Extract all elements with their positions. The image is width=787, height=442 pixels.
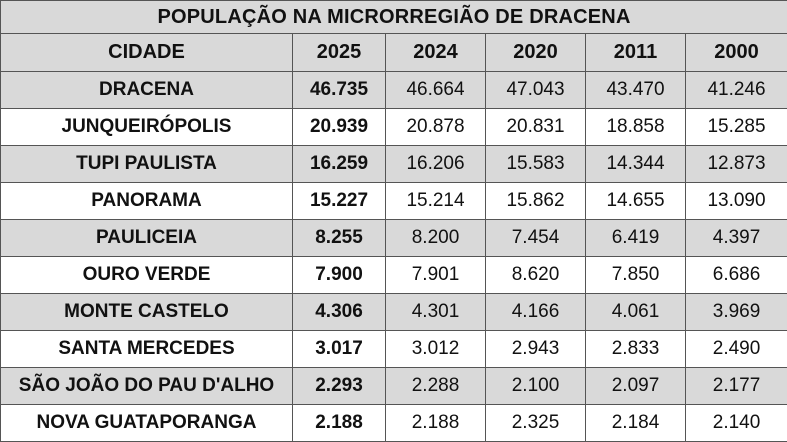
population-cell-2011: 6.419: [586, 220, 686, 257]
table-title: POPULAÇÃO NA MICRORREGIÃO DE DRACENA: [1, 1, 787, 34]
city-name-cell: DRACENA: [1, 72, 293, 109]
population-cell-2000: 6.686: [686, 257, 787, 294]
city-name-cell: PAULICEIA: [1, 220, 293, 257]
population-cell-2011: 2.833: [586, 331, 686, 368]
population-cell-2025: 4.306: [293, 294, 386, 331]
population-cell-2025: 2.293: [293, 368, 386, 405]
population-cell-2000: 3.969: [686, 294, 787, 331]
city-name-cell: JUNQUEIRÓPOLIS: [1, 109, 293, 146]
city-name-cell: SÃO JOÃO DO PAU D'ALHO: [1, 368, 293, 405]
population-cell-2011: 14.655: [586, 183, 686, 220]
population-cell-2020: 15.862: [486, 183, 586, 220]
city-name-cell: SANTA MERCEDES: [1, 331, 293, 368]
population-cell-2000: 12.873: [686, 146, 787, 183]
population-cell-2020: 4.166: [486, 294, 586, 331]
population-cell-2024: 2.188: [386, 405, 486, 442]
population-cell-2020: 2.325: [486, 405, 586, 442]
title-row: POPULAÇÃO NA MICRORREGIÃO DE DRACENA: [1, 1, 787, 34]
population-cell-2011: 2.097: [586, 368, 686, 405]
population-cell-2000: 15.285: [686, 109, 787, 146]
population-cell-2024: 2.288: [386, 368, 486, 405]
column-header-cidade: CIDADE: [1, 34, 293, 72]
population-cell-2024: 15.214: [386, 183, 486, 220]
population-cell-2000: 41.246: [686, 72, 787, 109]
city-name-cell: TUPI PAULISTA: [1, 146, 293, 183]
population-cell-2025: 16.259: [293, 146, 386, 183]
city-name-cell: OURO VERDE: [1, 257, 293, 294]
city-name-cell: MONTE CASTELO: [1, 294, 293, 331]
population-cell-2020: 2.943: [486, 331, 586, 368]
population-cell-2000: 2.140: [686, 405, 787, 442]
population-cell-2024: 46.664: [386, 72, 486, 109]
population-cell-2024: 3.012: [386, 331, 486, 368]
population-cell-2024: 16.206: [386, 146, 486, 183]
column-header-2024: 2024: [386, 34, 486, 72]
population-cell-2000: 2.490: [686, 331, 787, 368]
population-cell-2020: 20.831: [486, 109, 586, 146]
population-cell-2025: 20.939: [293, 109, 386, 146]
population-cell-2020: 7.454: [486, 220, 586, 257]
column-header-2020: 2020: [486, 34, 586, 72]
population-cell-2024: 20.878: [386, 109, 486, 146]
header-row: CIDADE 2025 2024 2020 2011 2000: [1, 34, 787, 72]
city-name-cell: NOVA GUATAPORANGA: [1, 405, 293, 442]
column-header-2011: 2011: [586, 34, 686, 72]
population-cell-2024: 8.200: [386, 220, 486, 257]
population-cell-2025: 46.735: [293, 72, 386, 109]
population-cell-2011: 4.061: [586, 294, 686, 331]
population-cell-2011: 2.184: [586, 405, 686, 442]
population-cell-2011: 43.470: [586, 72, 686, 109]
population-cell-2020: 8.620: [486, 257, 586, 294]
population-cell-2025: 2.188: [293, 405, 386, 442]
population-cell-2020: 2.100: [486, 368, 586, 405]
city-name-cell: PANORAMA: [1, 183, 293, 220]
population-cell-2000: 2.177: [686, 368, 787, 405]
population-cell-2020: 47.043: [486, 72, 586, 109]
population-cell-2025: 15.227: [293, 183, 386, 220]
column-header-2000: 2000: [686, 34, 787, 72]
population-cell-2000: 13.090: [686, 183, 787, 220]
population-cell-2000: 4.397: [686, 220, 787, 257]
population-cell-2011: 14.344: [586, 146, 686, 183]
population-cell-2020: 15.583: [486, 146, 586, 183]
population-cell-2024: 4.301: [386, 294, 486, 331]
population-cell-2024: 7.901: [386, 257, 486, 294]
population-cell-2025: 7.900: [293, 257, 386, 294]
population-cell-2025: 3.017: [293, 331, 386, 368]
population-cell-2011: 18.858: [586, 109, 686, 146]
column-header-2025: 2025: [293, 34, 386, 72]
population-cell-2025: 8.255: [293, 220, 386, 257]
population-cell-2011: 7.850: [586, 257, 686, 294]
